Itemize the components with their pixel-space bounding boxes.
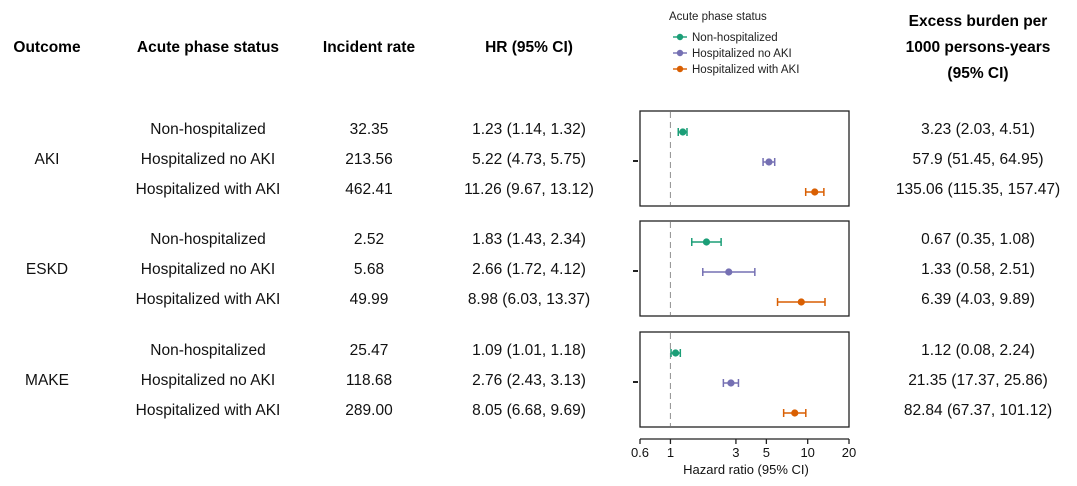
- forest-mark: [804, 188, 825, 196]
- status-cell: Non-hospitalized: [150, 231, 265, 248]
- outcome-label: AKI: [35, 151, 60, 168]
- incident-rate-cell: 118.68: [346, 372, 392, 389]
- excess-burden-cell: 6.39 (4.03, 9.89): [921, 291, 1035, 308]
- incident-rate-cell: 32.35: [350, 121, 389, 138]
- excess-burden-cell: 57.9 (51.45, 64.95): [913, 151, 1044, 168]
- forest-mark: [691, 238, 722, 246]
- hazard-ratio-cell: 5.22 (4.73, 5.75): [472, 151, 586, 168]
- forest-panels: [633, 110, 850, 428]
- hazard-ratio-cell: 8.05 (6.68, 9.69): [472, 402, 586, 419]
- hazard-ratio-cell: 2.76 (2.43, 3.13): [472, 372, 586, 389]
- status-cell: Non-hospitalized: [150, 342, 265, 359]
- incident-rate-cell: 49.99: [350, 291, 389, 308]
- header-hazard-ratio: HR (95% CI): [485, 39, 573, 56]
- hazard-ratio-cell: 11.26 (9.67, 13.12): [464, 181, 594, 198]
- x-axis: Hazard ratio (95% CI) 0.6 1 3 5 10 20: [631, 438, 856, 477]
- point-estimate: [765, 158, 773, 166]
- legend-title: Acute phase status: [669, 11, 767, 23]
- legend-swatch-dot: [676, 65, 684, 73]
- forest-mark: [702, 268, 756, 276]
- incident-rate-cell: 25.47: [350, 342, 389, 359]
- panel-frame: [639, 331, 850, 428]
- status-cell: Non-hospitalized: [150, 121, 265, 138]
- hazard-ratio-cell: 1.23 (1.14, 1.32): [472, 121, 586, 138]
- x-axis-tick-label: 10: [800, 445, 814, 460]
- header-excess-burden-line-3: (95% CI): [947, 65, 1008, 82]
- forest-mark: [722, 379, 740, 387]
- legend-label: Non-hospitalized: [692, 32, 778, 44]
- excess-burden-cell: 21.35 (17.37, 25.86): [908, 372, 1048, 389]
- status-cell: Hospitalized with AKI: [136, 181, 281, 198]
- header-outcome: Outcome: [13, 39, 81, 56]
- hazard-ratio-cell: 1.09 (1.01, 1.18): [472, 342, 586, 359]
- excess-burden-cell: 1.12 (0.08, 2.24): [921, 342, 1035, 359]
- header-incident-rate: Incident rate: [323, 39, 416, 56]
- legend-label: Hospitalized no AKI: [692, 48, 792, 60]
- forest-mark: [762, 158, 776, 166]
- excess-burden-cell: 82.84 (67.37, 101.12): [904, 402, 1052, 419]
- legend: Acute phase status Non-hospitalized Hospi…: [669, 11, 799, 76]
- incident-rate-cell: 2.52: [354, 231, 384, 248]
- x-axis-tick-label: 5: [763, 445, 770, 460]
- excess-burden-cell: 3.23 (2.03, 4.51): [921, 121, 1035, 138]
- point-estimate: [702, 238, 711, 246]
- point-estimate: [679, 128, 687, 136]
- status-cell: Hospitalized no AKI: [141, 372, 275, 389]
- panel-frame: [639, 220, 850, 317]
- hazard-ratio-cell: 1.83 (1.43, 2.34): [472, 231, 586, 248]
- incident-rate-cell: 213.56: [345, 151, 392, 168]
- incident-rate-cell: 289.00: [345, 402, 393, 419]
- point-estimate: [727, 379, 735, 387]
- hazard-ratio-cell: 8.98 (6.03, 13.37): [468, 291, 590, 308]
- status-cell: Hospitalized with AKI: [136, 402, 281, 419]
- status-cell: Hospitalized no AKI: [141, 261, 275, 278]
- forest-mark: [670, 349, 682, 357]
- excess-burden-cell: 1.33 (0.58, 2.51): [921, 261, 1035, 278]
- excess-burden-cell: 135.06 (115.35, 157.47): [896, 181, 1060, 198]
- incident-rate-cell: 5.68: [354, 261, 384, 278]
- header-excess-burden-line-2: 1000 persons-years: [906, 39, 1051, 56]
- x-axis-tick-label: 1: [667, 445, 674, 460]
- forest-mark: [677, 128, 688, 136]
- legend-swatch-dot: [676, 33, 684, 41]
- point-estimate: [811, 188, 819, 196]
- excess-burden-cell: 0.67 (0.35, 1.08): [921, 231, 1035, 248]
- panel-make: [633, 331, 850, 428]
- column-headers: Outcome Acute phase status Incident rate…: [13, 13, 1050, 82]
- point-estimate: [671, 349, 680, 357]
- status-cell: Hospitalized with AKI: [136, 291, 281, 308]
- hazard-ratio-cell: 2.66 (1.72, 4.12): [472, 261, 586, 278]
- table-cells: AKI Non-hospitalized 32.35 1.23 (1.14, 1.32…: [25, 121, 1060, 419]
- point-estimate: [797, 298, 805, 306]
- legend-label: Hospitalized with AKI: [692, 64, 799, 76]
- legend-entries: Non-hospitalized Hospitalized no AKI Hospi…: [673, 32, 799, 76]
- header-excess-burden-line-1: Excess burden per: [909, 13, 1048, 30]
- outcome-label: ESKD: [26, 261, 68, 278]
- point-estimate: [725, 268, 733, 276]
- incident-rate-cell: 462.41: [345, 181, 392, 198]
- forest-mark: [776, 298, 826, 306]
- outcome-label: MAKE: [25, 372, 69, 389]
- x-axis-tick-label: 0.6: [631, 445, 649, 460]
- panel-aki: [633, 110, 850, 207]
- forest-mark: [782, 409, 807, 417]
- x-axis-title: Hazard ratio (95% CI): [683, 462, 809, 477]
- status-cell: Hospitalized no AKI: [141, 151, 275, 168]
- x-axis-tick-label: 20: [842, 445, 856, 460]
- header-acute-phase-status: Acute phase status: [137, 39, 279, 56]
- legend-swatch-dot: [676, 49, 684, 57]
- panel-frame: [639, 110, 850, 207]
- point-estimate: [791, 409, 799, 417]
- panel-eskd: [633, 220, 850, 317]
- x-axis-tick-label: 3: [732, 445, 739, 460]
